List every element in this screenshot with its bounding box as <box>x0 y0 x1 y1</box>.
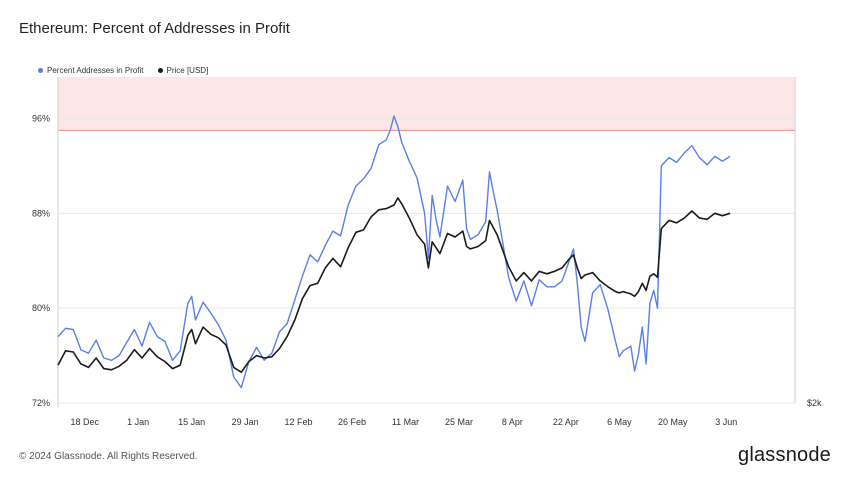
glassnode-logo: glassnode <box>738 444 831 466</box>
y-tick-label: 96% <box>32 113 50 123</box>
x-tick-label: 6 May <box>607 417 632 427</box>
threshold-zone <box>58 77 795 131</box>
x-tick-label: 15 Jan <box>178 417 205 427</box>
legend-dot-profit-icon <box>38 68 43 73</box>
x-tick-label: 8 Apr <box>502 417 523 427</box>
legend: Percent Addresses in Profit Price [USD] <box>38 66 208 75</box>
legend-label-price: Price [USD] <box>166 66 209 75</box>
x-tick-label: 26 Feb <box>338 417 366 427</box>
copyright-notice: © 2024 Glassnode. All Rights Reserved. <box>19 451 198 462</box>
legend-item-profit[interactable]: Percent Addresses in Profit <box>38 66 144 75</box>
x-tick-label: 22 Apr <box>553 417 579 427</box>
y-tick-label: 80% <box>32 303 50 313</box>
y-tick-label: 88% <box>32 208 50 218</box>
chart-title: Ethereum: Percent of Addresses in Profit <box>19 20 290 37</box>
x-tick-label: 3 Jun <box>715 417 737 427</box>
legend-dot-price-icon <box>157 68 163 73</box>
x-tick-label: 20 May <box>658 417 688 427</box>
y-right-tick-label: $2k <box>807 398 822 408</box>
x-tick-label: 12 Feb <box>285 417 313 427</box>
legend-label-profit: Percent Addresses in Profit <box>47 66 144 75</box>
series-line-profit <box>57 115 731 389</box>
series-line-price <box>57 197 731 373</box>
legend-item-price[interactable]: Price [USD] <box>157 66 209 75</box>
x-tick-label: 29 Jan <box>232 417 259 427</box>
x-tick-label: 1 Jan <box>127 417 149 427</box>
x-tick-label: 18 Dec <box>70 417 99 427</box>
x-tick-label: 11 Mar <box>392 417 419 427</box>
y-tick-label: 72% <box>32 398 50 408</box>
x-tick-label: 25 Mar <box>445 417 473 427</box>
